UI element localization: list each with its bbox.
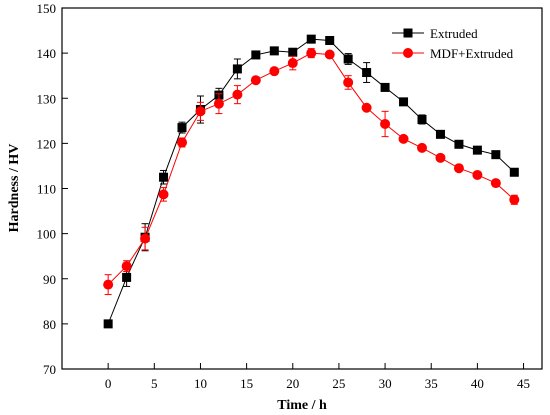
series-extruded [103, 34, 519, 329]
data-point [509, 194, 520, 205]
data-point [435, 129, 445, 139]
y-tick-label: 70 [43, 362, 56, 377]
data-point [159, 172, 169, 182]
x-tick-label: 0 [105, 376, 112, 391]
data-point [103, 279, 114, 290]
x-tick-label: 5 [151, 376, 158, 391]
legend-marker [403, 28, 413, 38]
data-point [435, 152, 446, 163]
data-point [472, 145, 482, 155]
x-tick-label: 35 [425, 376, 438, 391]
data-point [417, 114, 427, 124]
data-point [362, 68, 372, 78]
x-tick-label: 20 [286, 376, 299, 391]
x-tick-label: 40 [471, 376, 484, 391]
data-point [491, 150, 501, 160]
data-point [454, 139, 464, 149]
x-tick-label: 25 [332, 376, 345, 391]
y-tick-label: 150 [37, 1, 57, 16]
series-layer [103, 34, 520, 329]
legend-label: MDF+Extruded [430, 46, 514, 61]
data-point [121, 261, 132, 272]
data-point [453, 163, 464, 174]
data-point [287, 58, 298, 69]
data-point [398, 133, 409, 144]
series-line [107, 38, 515, 325]
data-point [472, 169, 483, 180]
data-point [250, 75, 261, 86]
y-tick-label: 110 [37, 182, 56, 197]
y-tick-label: 80 [43, 317, 56, 332]
y-tick-label: 140 [37, 46, 57, 61]
y-tick-label: 100 [37, 227, 57, 242]
data-point [380, 82, 390, 92]
data-point [343, 77, 354, 88]
data-point [490, 178, 501, 189]
data-point [177, 137, 187, 148]
data-point [361, 102, 372, 113]
data-point [288, 47, 298, 57]
data-point [325, 35, 335, 45]
x-tick-label: 45 [517, 376, 530, 391]
series-line [107, 52, 515, 285]
data-point [269, 66, 280, 77]
y-axis-title: Hardness / HV [7, 144, 22, 233]
series-mdf-extruded [103, 48, 520, 296]
y-tick-label: 90 [43, 272, 56, 287]
x-tick-label: 10 [194, 376, 207, 391]
x-tick-label: 30 [379, 376, 392, 391]
data-point [324, 49, 335, 60]
data-point [158, 189, 169, 200]
data-point [177, 123, 187, 133]
data-point [232, 89, 243, 100]
data-point [509, 167, 519, 177]
data-point [103, 319, 113, 329]
x-axis: 0 5 10 15 20 25 30 35 40 45 [105, 363, 530, 391]
data-point [213, 98, 224, 109]
data-point [195, 106, 206, 117]
data-point [251, 50, 261, 60]
data-point [306, 48, 317, 59]
legend: Extruded MDF+Extruded [392, 26, 514, 61]
data-point [122, 272, 132, 282]
data-point [140, 233, 151, 244]
plot-area [61, 7, 543, 370]
data-point [417, 142, 427, 153]
x-axis-title: Time / h [277, 398, 327, 413]
y-axis: 70 80 90 100 110 120 130 140 150 [37, 1, 68, 377]
legend-label: Extruded [430, 26, 478, 41]
data-point [343, 54, 353, 64]
data-point [232, 64, 242, 74]
data-point [306, 34, 316, 44]
y-tick-label: 120 [37, 136, 57, 151]
data-point [399, 97, 409, 107]
y-tick-label: 130 [37, 91, 57, 106]
x-tick-label: 15 [240, 376, 253, 391]
data-point [269, 46, 279, 56]
data-point [380, 118, 391, 129]
legend-marker [403, 48, 413, 58]
